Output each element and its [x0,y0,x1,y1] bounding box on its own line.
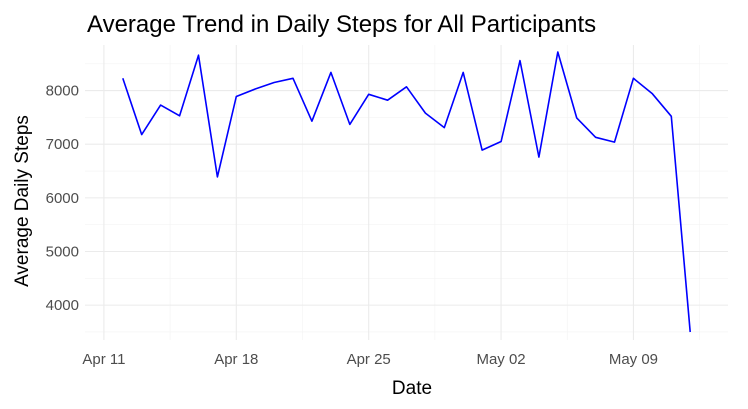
x-tick-label: May 02 [476,351,525,368]
y-tick-label: 8000 [46,83,79,100]
x-tick-label: May 09 [609,351,658,368]
x-axis: Apr 11 Apr 18 Apr 25 May 02 May 09 [82,351,658,368]
y-tick-label: 7000 [46,136,79,153]
y-axis: 4000 5000 6000 7000 8000 [46,83,79,315]
x-axis-label: Date [392,378,432,399]
x-tick-label: Apr 18 [214,351,258,368]
x-tick-label: Apr 11 [82,351,125,368]
plot-grid [85,45,728,340]
y-axis-label: Average Daily Steps [12,115,33,287]
series-layer [122,51,691,333]
y-tick-label: 5000 [46,244,79,261]
y-tick-label: 4000 [46,297,79,314]
y-tick-label: 6000 [46,190,79,207]
series-line [122,51,691,333]
x-tick-label: Apr 25 [347,351,391,368]
chart-title: Average Trend in Daily Steps for All Par… [87,11,596,38]
